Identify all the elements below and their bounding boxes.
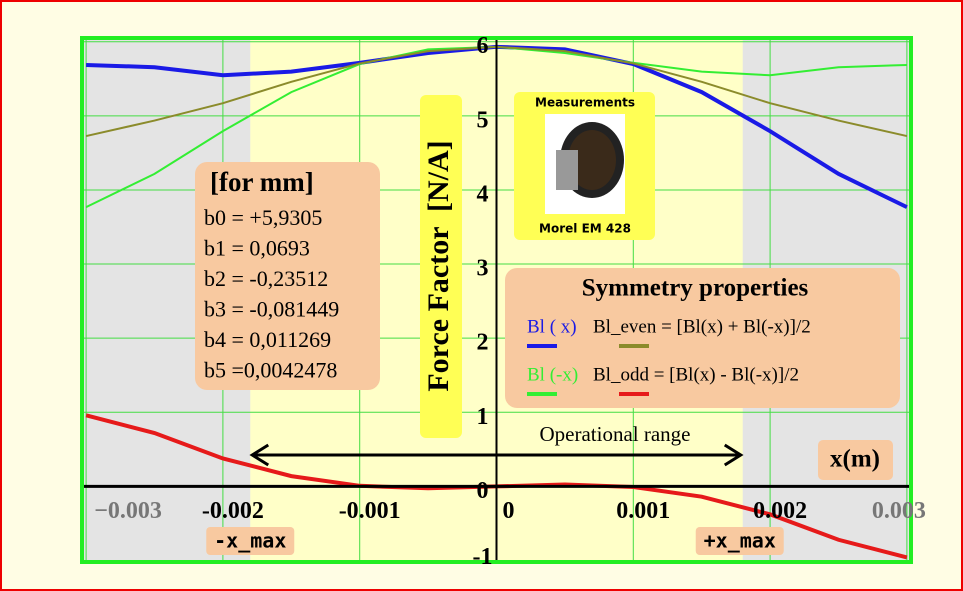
legend-label: Bl_odd = [Bl(x) - Bl(-x)]/2	[593, 364, 799, 385]
legend-label: Bl (-x)	[527, 364, 578, 385]
x-tick-label: −0.003	[94, 498, 162, 524]
x-max-label: -x_max	[214, 529, 286, 553]
x-tick-label: 0.001	[616, 498, 670, 524]
y-tick-label: 1	[477, 404, 489, 430]
x-tick-label: 0.003	[872, 498, 926, 524]
y-tick-label: 0	[477, 478, 489, 504]
x-tick-label: 0.002	[753, 498, 807, 524]
legend-label: Bl ( x)	[527, 316, 577, 337]
legend-label: Bl_even = [Bl(x) + Bl(-x)]/2	[593, 316, 811, 337]
y-tick-label: -1	[473, 544, 493, 570]
photo-caption: Morel EM 428	[539, 222, 631, 236]
coefficient: b4 = 0,011269	[204, 327, 331, 352]
y-tick-label: 2	[477, 330, 489, 356]
y-axis-title: Force Factor [N/A]	[422, 140, 455, 391]
range-label: Operational range	[539, 422, 690, 446]
coefficient: b5 =0,0042478	[204, 358, 337, 383]
coefficients-title: [for mm]	[210, 167, 314, 197]
page: {"chart_data": { "type": "line", "y_labe…	[0, 0, 963, 591]
x-axis-title: x(m)	[830, 446, 880, 473]
coefficient: b0 = +5,9305	[204, 205, 322, 230]
coefficient: b1 = 0,0693	[204, 236, 310, 261]
legend-title: Symmetry properties	[582, 275, 809, 302]
y-tick-label: 5	[477, 107, 489, 133]
x-max-label: +x_max	[704, 529, 776, 553]
x-tick-label: 0	[503, 498, 515, 524]
speaker-magnet	[556, 150, 578, 190]
y-tick-label: 6	[477, 33, 489, 59]
y-tick-label: 4	[477, 181, 489, 207]
x-tick-label: -0.002	[202, 498, 264, 524]
y-tick-label: 3	[477, 256, 489, 282]
x-tick-label: -0.001	[339, 498, 401, 524]
chart: −0.003 -0.002 -0.001 0 0.001 0.002 0.003 -1 0 1 2 3…	[0, 0, 963, 591]
coefficient: b3 = -0,081449	[204, 297, 339, 322]
coefficient: b2 = -0,23512	[204, 266, 328, 291]
photo-title: Measurements	[535, 96, 635, 110]
